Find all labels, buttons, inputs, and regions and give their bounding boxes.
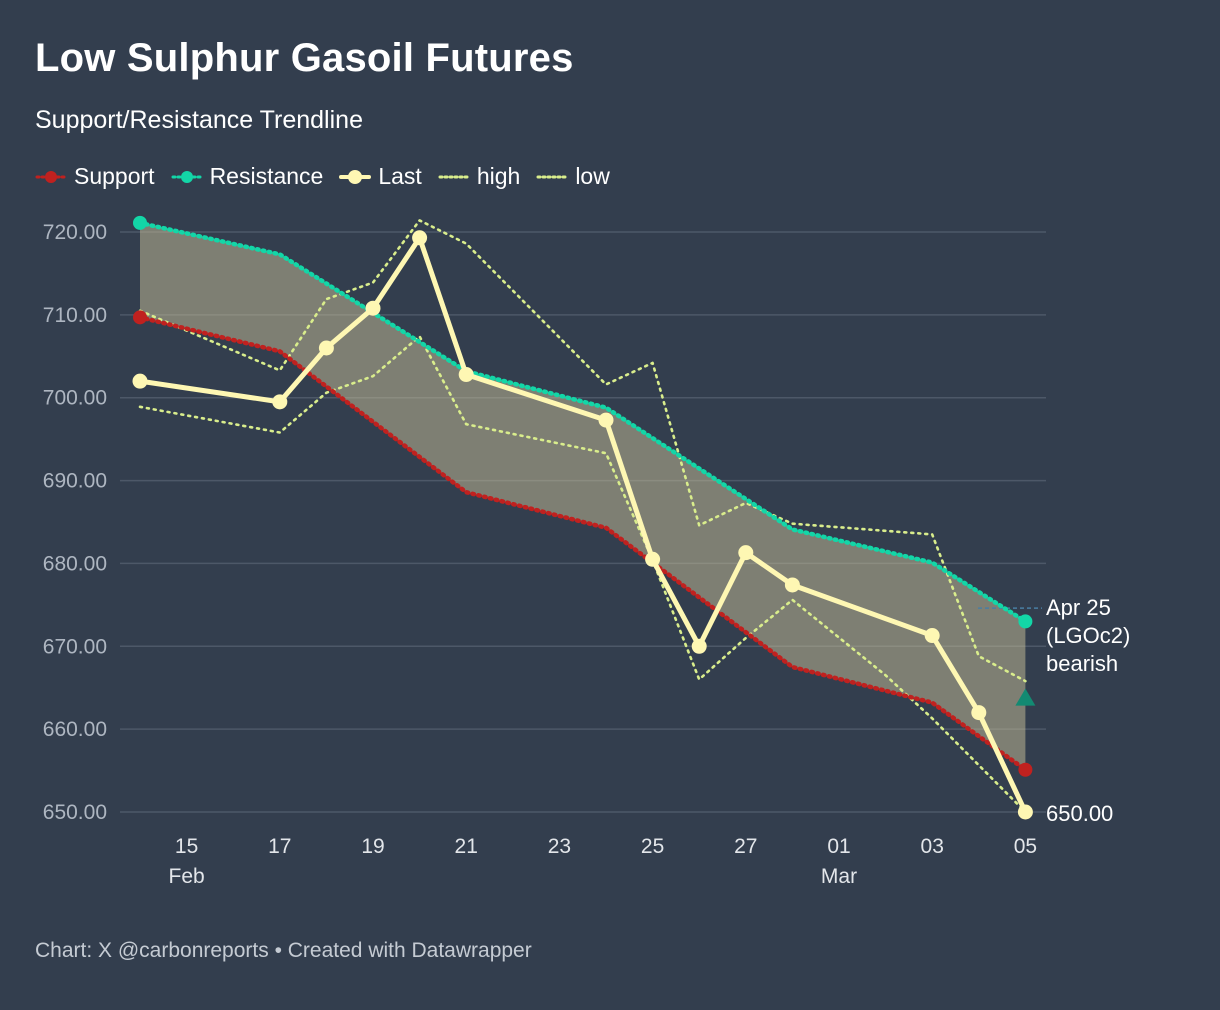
x-tick-label: 19 bbox=[361, 835, 384, 858]
point-last bbox=[458, 367, 474, 383]
chart-footer: Chart: X @carbonreports • Created with D… bbox=[35, 939, 532, 962]
point-last bbox=[412, 230, 428, 246]
legend-item-last: Last bbox=[339, 163, 422, 190]
x-tick-label: 25 bbox=[641, 835, 664, 858]
point-last bbox=[691, 638, 707, 654]
annotations: Apr 25 (LGOc2) bearish 650.00 bbox=[1046, 595, 1130, 826]
x-tick-label: 23 bbox=[548, 835, 571, 858]
point-last bbox=[924, 628, 940, 644]
point-last bbox=[365, 300, 381, 316]
x-tick-label: 17 bbox=[268, 835, 291, 858]
legend-item-high: high bbox=[438, 163, 520, 190]
y-tick-label: 710.00 bbox=[43, 304, 107, 327]
legend-item-low: low bbox=[536, 163, 610, 190]
legend-label-support: Support bbox=[74, 163, 155, 189]
y-tick-label: 650.00 bbox=[43, 801, 107, 824]
x-tick-label: 15 bbox=[175, 835, 198, 858]
point-last bbox=[272, 394, 288, 410]
y-tick-label: 670.00 bbox=[43, 635, 107, 658]
x-tick-label: 05 bbox=[1014, 835, 1037, 858]
legend-label-high: high bbox=[476, 163, 521, 189]
y-tick-label: 720.00 bbox=[43, 221, 107, 244]
legend-label-resistance: Resistance bbox=[209, 163, 324, 189]
point-last bbox=[971, 705, 987, 721]
y-tick-label: 700.00 bbox=[43, 387, 107, 410]
point-last bbox=[645, 551, 661, 567]
series-points bbox=[132, 215, 1036, 820]
band-area bbox=[140, 222, 1026, 770]
annotation-last-value: 650.00 bbox=[1046, 801, 1113, 826]
legend-swatch-last bbox=[339, 169, 372, 184]
point-resistance bbox=[133, 215, 147, 230]
support-resistance-band bbox=[140, 222, 1042, 770]
series-line-high bbox=[138, 219, 1027, 683]
point-last bbox=[598, 412, 614, 428]
x-tick-label: 01 bbox=[827, 835, 850, 858]
y-tick-label: 690.00 bbox=[43, 470, 107, 493]
annotation-contract-line1: Apr 25 bbox=[1046, 595, 1111, 620]
grid: 720.00 710.00 700.00 690.00 680.00 670.00 660.… bbox=[43, 221, 1046, 888]
x-tick-sublabel: Feb bbox=[169, 865, 205, 888]
point-resistance bbox=[1018, 614, 1033, 629]
legend-label-last: Last bbox=[378, 163, 422, 189]
x-tick-label: 27 bbox=[734, 835, 757, 858]
y-tick-label: 680.00 bbox=[43, 552, 107, 575]
x-tick-label: 21 bbox=[455, 835, 478, 858]
chart-subtitle: Support/Resistance Trendline bbox=[35, 106, 363, 134]
y-tick-label: 660.00 bbox=[43, 718, 107, 741]
point-last bbox=[738, 545, 754, 561]
x-tick-label: 03 bbox=[921, 835, 944, 858]
annotation-contract-line3: bearish bbox=[1046, 651, 1118, 676]
legend-swatch-resistance bbox=[171, 170, 203, 183]
series-line-last bbox=[137, 235, 1028, 815]
legend-swatch-low bbox=[536, 175, 568, 178]
legend-swatch-high bbox=[438, 175, 470, 178]
point-last bbox=[1017, 804, 1033, 820]
point-support bbox=[1018, 762, 1033, 777]
chart-title: Low Sulphur Gasoil Futures bbox=[35, 36, 574, 80]
series-line-support bbox=[137, 315, 1028, 772]
legend-item-resistance: Resistance bbox=[171, 163, 324, 190]
legend-label-low: low bbox=[575, 163, 610, 189]
point-last bbox=[132, 373, 148, 389]
bearish-triangle-marker bbox=[1015, 688, 1036, 706]
x-tick-sublabel: Mar bbox=[821, 865, 857, 888]
point-last bbox=[318, 340, 334, 356]
legend-swatch-support bbox=[35, 170, 67, 183]
series-line-resistance bbox=[137, 220, 1028, 624]
legend: Support Resistance Last high low bbox=[35, 163, 610, 190]
point-last bbox=[784, 577, 800, 593]
series-lines bbox=[137, 219, 1028, 815]
point-support bbox=[133, 310, 147, 325]
legend-item-support: Support bbox=[35, 163, 155, 190]
annotation-contract-line2: (LGOc2) bbox=[1046, 623, 1130, 648]
